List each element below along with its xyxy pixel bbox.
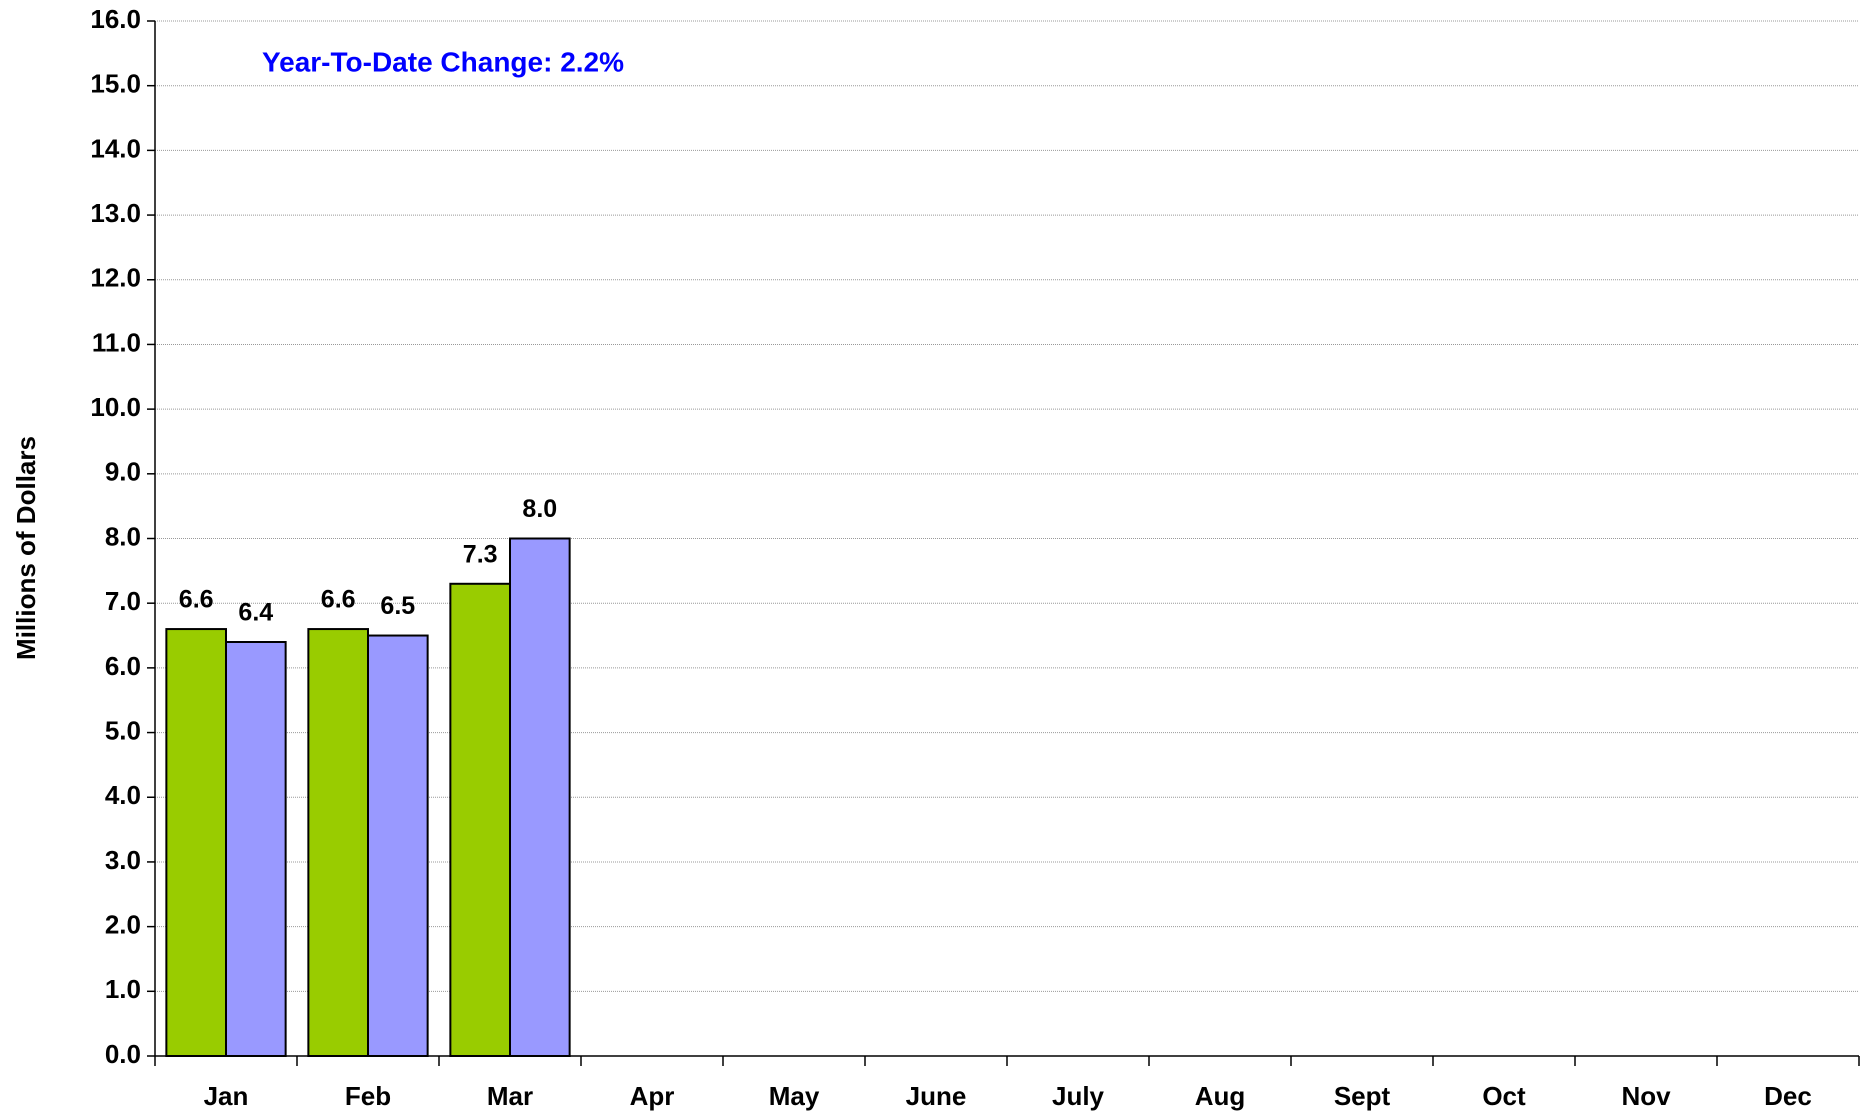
x-tick-label: July: [1052, 1081, 1105, 1111]
x-tick-label: Mar: [487, 1081, 533, 1111]
y-tick-label: 10.0: [90, 392, 141, 422]
x-tick-label: Oct: [1482, 1081, 1526, 1111]
x-tick-label: Nov: [1621, 1081, 1671, 1111]
data-label: 8.0: [522, 495, 557, 523]
y-tick-label: 16.0: [90, 4, 141, 34]
data-label: 6.5: [380, 592, 415, 620]
annotation: Year-To-Date Change: 2.2%: [262, 46, 624, 77]
x-tick-label: Dec: [1764, 1081, 1812, 1111]
x-tick-label: Apr: [630, 1081, 675, 1111]
y-tick-label: 12.0: [90, 263, 141, 293]
y-axis-label: Millions of Dollars: [11, 436, 41, 660]
data-label: 6.6: [179, 586, 214, 614]
x-tick-label: June: [906, 1081, 967, 1111]
data-label: 6.4: [238, 599, 273, 627]
bar: [509, 537, 571, 1057]
x-tick-label: Jan: [204, 1081, 249, 1111]
bar: [307, 628, 369, 1057]
y-tick-label: 9.0: [105, 457, 141, 487]
bar: [165, 628, 227, 1057]
bar: [225, 641, 287, 1057]
y-tick-label: 5.0: [105, 715, 141, 745]
x-tick-label: Sept: [1334, 1081, 1391, 1111]
bar: [449, 582, 511, 1057]
y-tick-label: 6.0: [105, 651, 141, 681]
y-tick-label: 7.0: [105, 586, 141, 616]
y-tick-label: 14.0: [90, 133, 141, 163]
y-tick-label: 1.0: [105, 974, 141, 1004]
data-label: 6.6: [321, 586, 356, 614]
x-tick-label: Aug: [1195, 1081, 1246, 1111]
y-tick-label: 2.0: [105, 910, 141, 940]
y-tick-label: 8.0: [105, 521, 141, 551]
x-tick-label: May: [769, 1081, 820, 1111]
y-tick-label: 0.0: [105, 1039, 141, 1069]
y-tick-label: 11.0: [92, 327, 141, 357]
y-tick-label: 3.0: [105, 845, 141, 875]
data-label: 7.3: [463, 540, 498, 568]
y-tick-label: 15.0: [90, 69, 141, 99]
y-tick-label: 13.0: [90, 198, 141, 228]
y-tick-label: 4.0: [105, 780, 141, 810]
bar: [367, 634, 429, 1057]
x-tick-label: Feb: [345, 1081, 391, 1111]
